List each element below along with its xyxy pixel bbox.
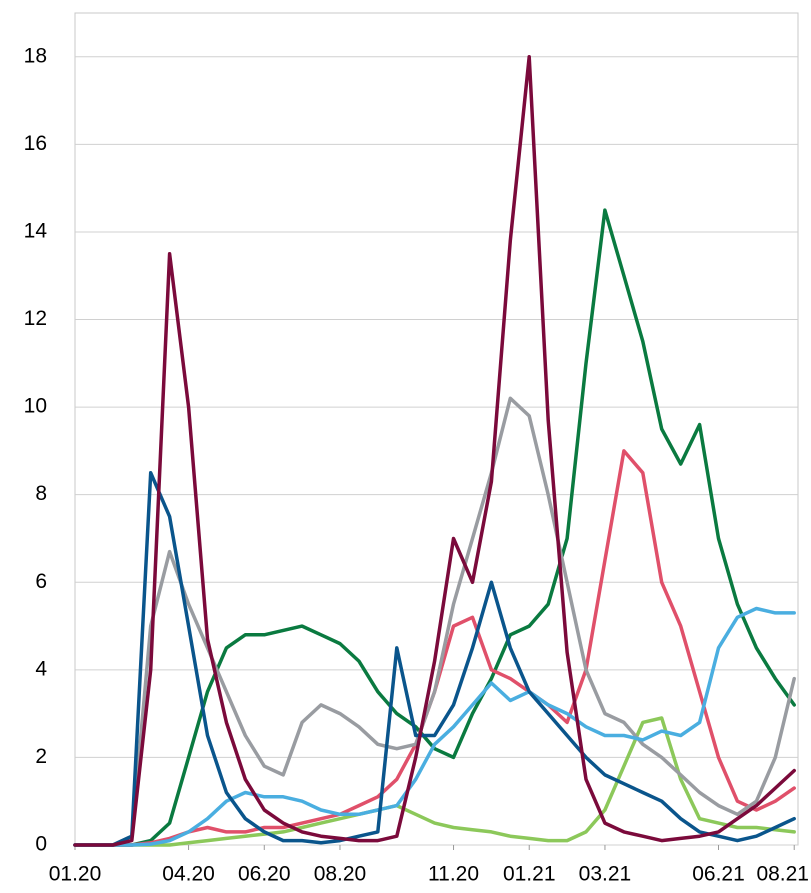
y-tick-label: 10 <box>24 395 47 418</box>
y-tick-label: 4 <box>35 657 47 680</box>
y-tick-label: 2 <box>35 745 47 768</box>
x-tick-label: 01.20 <box>49 863 102 886</box>
y-tick-label: 18 <box>24 44 47 67</box>
series-line <box>73 606 796 847</box>
x-tick-label: 06.20 <box>238 863 291 886</box>
x-tick-label: 04.20 <box>162 863 215 886</box>
series-line <box>73 471 796 847</box>
y-tick-label: 6 <box>35 570 47 593</box>
x-tick-label: 01.21 <box>503 863 556 886</box>
x-tick-label: 11.20 <box>428 863 479 886</box>
y-tick-label: 12 <box>24 307 47 330</box>
y-tick-label: 0 <box>35 833 47 856</box>
y-tick-label: 14 <box>24 219 48 242</box>
series-line <box>73 208 796 847</box>
plot-frame <box>74 12 799 846</box>
y-tick-label: 8 <box>35 482 47 505</box>
x-tick-label: 08.20 <box>314 863 367 886</box>
series-line <box>73 449 796 847</box>
y-tick-label: 16 <box>24 132 47 155</box>
series-line <box>73 396 796 847</box>
x-tick-label: 08.21 <box>756 863 809 886</box>
series-line <box>73 716 796 847</box>
series-line <box>73 55 796 847</box>
x-tick-label: 03.21 <box>579 863 632 886</box>
x-tick-label: 06.21 <box>692 863 745 886</box>
